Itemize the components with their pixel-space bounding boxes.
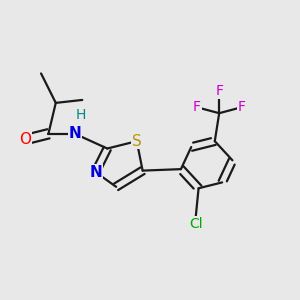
Text: Cl: Cl: [189, 217, 202, 231]
Text: O: O: [19, 132, 31, 147]
Text: S: S: [132, 134, 142, 149]
Text: F: F: [193, 100, 201, 114]
Text: H: H: [76, 108, 86, 122]
Text: N: N: [89, 165, 102, 180]
Text: N: N: [68, 126, 81, 141]
Text: F: F: [215, 84, 223, 98]
Text: F: F: [237, 100, 245, 114]
